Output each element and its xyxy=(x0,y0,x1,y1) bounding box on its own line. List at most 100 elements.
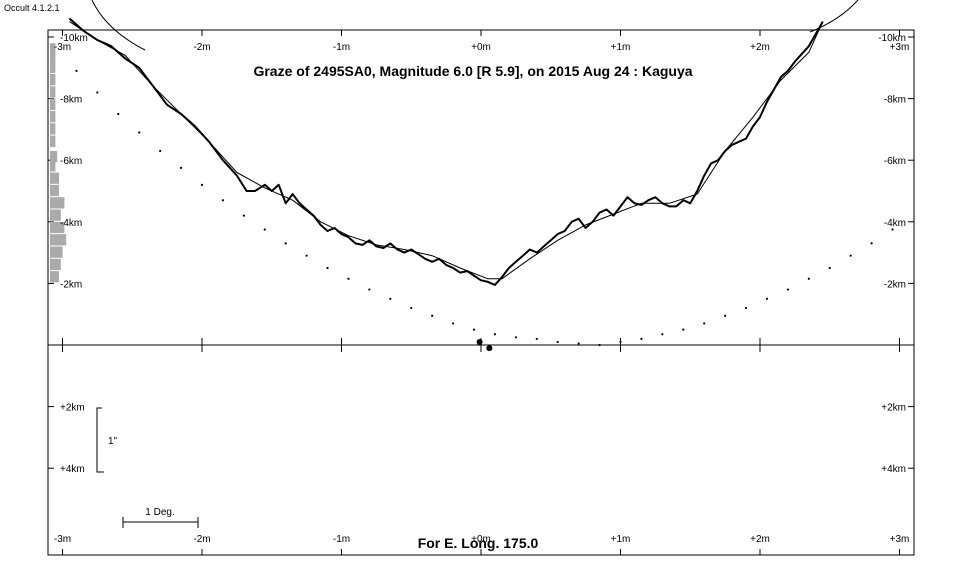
histogram-bar xyxy=(50,258,61,271)
tick-labels: -3m -3m -2m -2m -1m -1m +0m +0m +1m +1m +2m +2m +3m +… xyxy=(54,33,909,545)
histogram-bar xyxy=(50,197,65,209)
histogram-bar xyxy=(50,209,61,221)
dot-point xyxy=(389,297,392,300)
histogram-bar xyxy=(50,246,63,258)
histogram-bar xyxy=(50,234,67,246)
x-tick-label-bottom: +0m xyxy=(471,534,491,545)
histogram-bar xyxy=(50,73,56,86)
dot-point xyxy=(452,322,455,325)
limb-profile-smoothed-line xyxy=(69,21,824,280)
dot-point xyxy=(619,340,622,344)
histogram-bar xyxy=(50,86,56,98)
dot-point xyxy=(431,314,434,317)
dot-point xyxy=(514,336,517,339)
y-tick-label-right: -4km xyxy=(884,218,906,229)
x-tick-label-top: +2m xyxy=(750,42,770,53)
dot-point xyxy=(472,328,476,331)
histogram-bar xyxy=(50,160,56,172)
dot-point xyxy=(410,306,413,310)
histogram-bar xyxy=(50,221,65,234)
dot-point xyxy=(535,337,538,340)
dot-point xyxy=(117,112,120,116)
histogram-bar xyxy=(50,52,56,64)
x-tick-label-bottom: +1m xyxy=(611,534,631,545)
dot-point xyxy=(828,266,831,270)
dot-point xyxy=(159,149,162,153)
dot-point xyxy=(577,342,580,345)
chart-title: Graze of 2495SA0, Magnitude 6.0 [R 5.9],… xyxy=(253,63,692,79)
dot-point xyxy=(661,333,664,336)
dot-point xyxy=(138,131,141,134)
dot-point xyxy=(305,254,308,257)
dot-point xyxy=(556,340,559,344)
dot-point xyxy=(807,277,810,280)
x-tick-label-bottom: -2m xyxy=(193,534,210,545)
x-tick-label-top: +1m xyxy=(611,42,631,53)
y-tick-label-right: -2km xyxy=(884,279,906,290)
moon-limb-arc-left xyxy=(91,0,146,51)
degree-scale-label: 1 Deg. xyxy=(145,507,174,518)
histogram-bar xyxy=(50,61,56,73)
y-tick-label-right: -6km xyxy=(884,156,906,167)
x-tick-label-bottom: -1m xyxy=(333,534,350,545)
limb-profile-line xyxy=(68,17,824,286)
scale-bars: 1" 1 Deg. xyxy=(96,407,199,528)
dot-point xyxy=(891,228,894,231)
dot-point xyxy=(724,314,727,317)
dot-point xyxy=(744,306,748,310)
dot-point xyxy=(493,333,497,336)
dot-point xyxy=(368,288,371,291)
star-markers xyxy=(476,339,493,352)
dot-point xyxy=(242,214,245,217)
limb-profile xyxy=(68,0,859,286)
star-marker xyxy=(486,345,493,352)
dot-point xyxy=(598,343,601,347)
dot-point xyxy=(347,277,350,280)
dot-point xyxy=(640,337,643,340)
y-tick-label-left: -4km xyxy=(60,218,82,229)
y-tick-label-left: +4km xyxy=(60,464,85,475)
x-tick-label-top: +0m xyxy=(471,42,491,53)
degree-scale-bar xyxy=(122,517,199,528)
histogram-bar xyxy=(50,150,58,163)
axes xyxy=(47,29,915,556)
x-tick-label-bottom: +3m xyxy=(890,534,910,545)
y-tick-label-left: -8km xyxy=(60,95,82,106)
histogram-bar xyxy=(50,135,56,147)
dot-point xyxy=(849,254,852,257)
histogram-bar xyxy=(50,98,56,110)
y-tick-label-right: +2km xyxy=(881,403,906,414)
side-histogram xyxy=(50,43,67,283)
dot-point xyxy=(75,69,78,72)
y-tick-label-left: +2km xyxy=(60,403,85,414)
x-tick-label-top: -3m xyxy=(54,42,71,53)
arcsec-scale-label: 1" xyxy=(108,436,118,447)
moon-limb-arc-right xyxy=(809,0,859,33)
y-tick-label-left: -2km xyxy=(60,279,82,290)
dot-point xyxy=(284,242,287,245)
x-tick-label-top: -2m xyxy=(193,42,210,53)
histogram-bar xyxy=(50,184,59,197)
dot-point xyxy=(786,288,790,291)
plot-frame xyxy=(47,29,915,556)
y-tick-label-right: +4km xyxy=(881,464,906,475)
x-tick-label-top: -1m xyxy=(333,42,350,53)
histogram-bar xyxy=(50,172,59,184)
y-tick-label-right: -10km xyxy=(878,33,906,44)
y-tick-label-right: -8km xyxy=(884,95,906,106)
y-tick-label-left: -10km xyxy=(60,33,88,44)
histogram-bar xyxy=(50,43,56,55)
app-version-label: Occult 4.1.2.1 xyxy=(4,3,60,13)
dotted-curve xyxy=(75,69,894,347)
dot-point xyxy=(765,297,769,300)
star-marker xyxy=(476,339,483,345)
dot-point xyxy=(326,266,329,270)
dot-point xyxy=(870,242,873,245)
histogram-bar xyxy=(50,110,56,123)
x-tick-label-top: +3m xyxy=(890,42,910,53)
dot-point xyxy=(200,183,204,186)
x-tick-label-bottom: +2m xyxy=(750,534,770,545)
y-tick-label-left: -6km xyxy=(60,156,82,167)
dot-point xyxy=(221,199,225,202)
